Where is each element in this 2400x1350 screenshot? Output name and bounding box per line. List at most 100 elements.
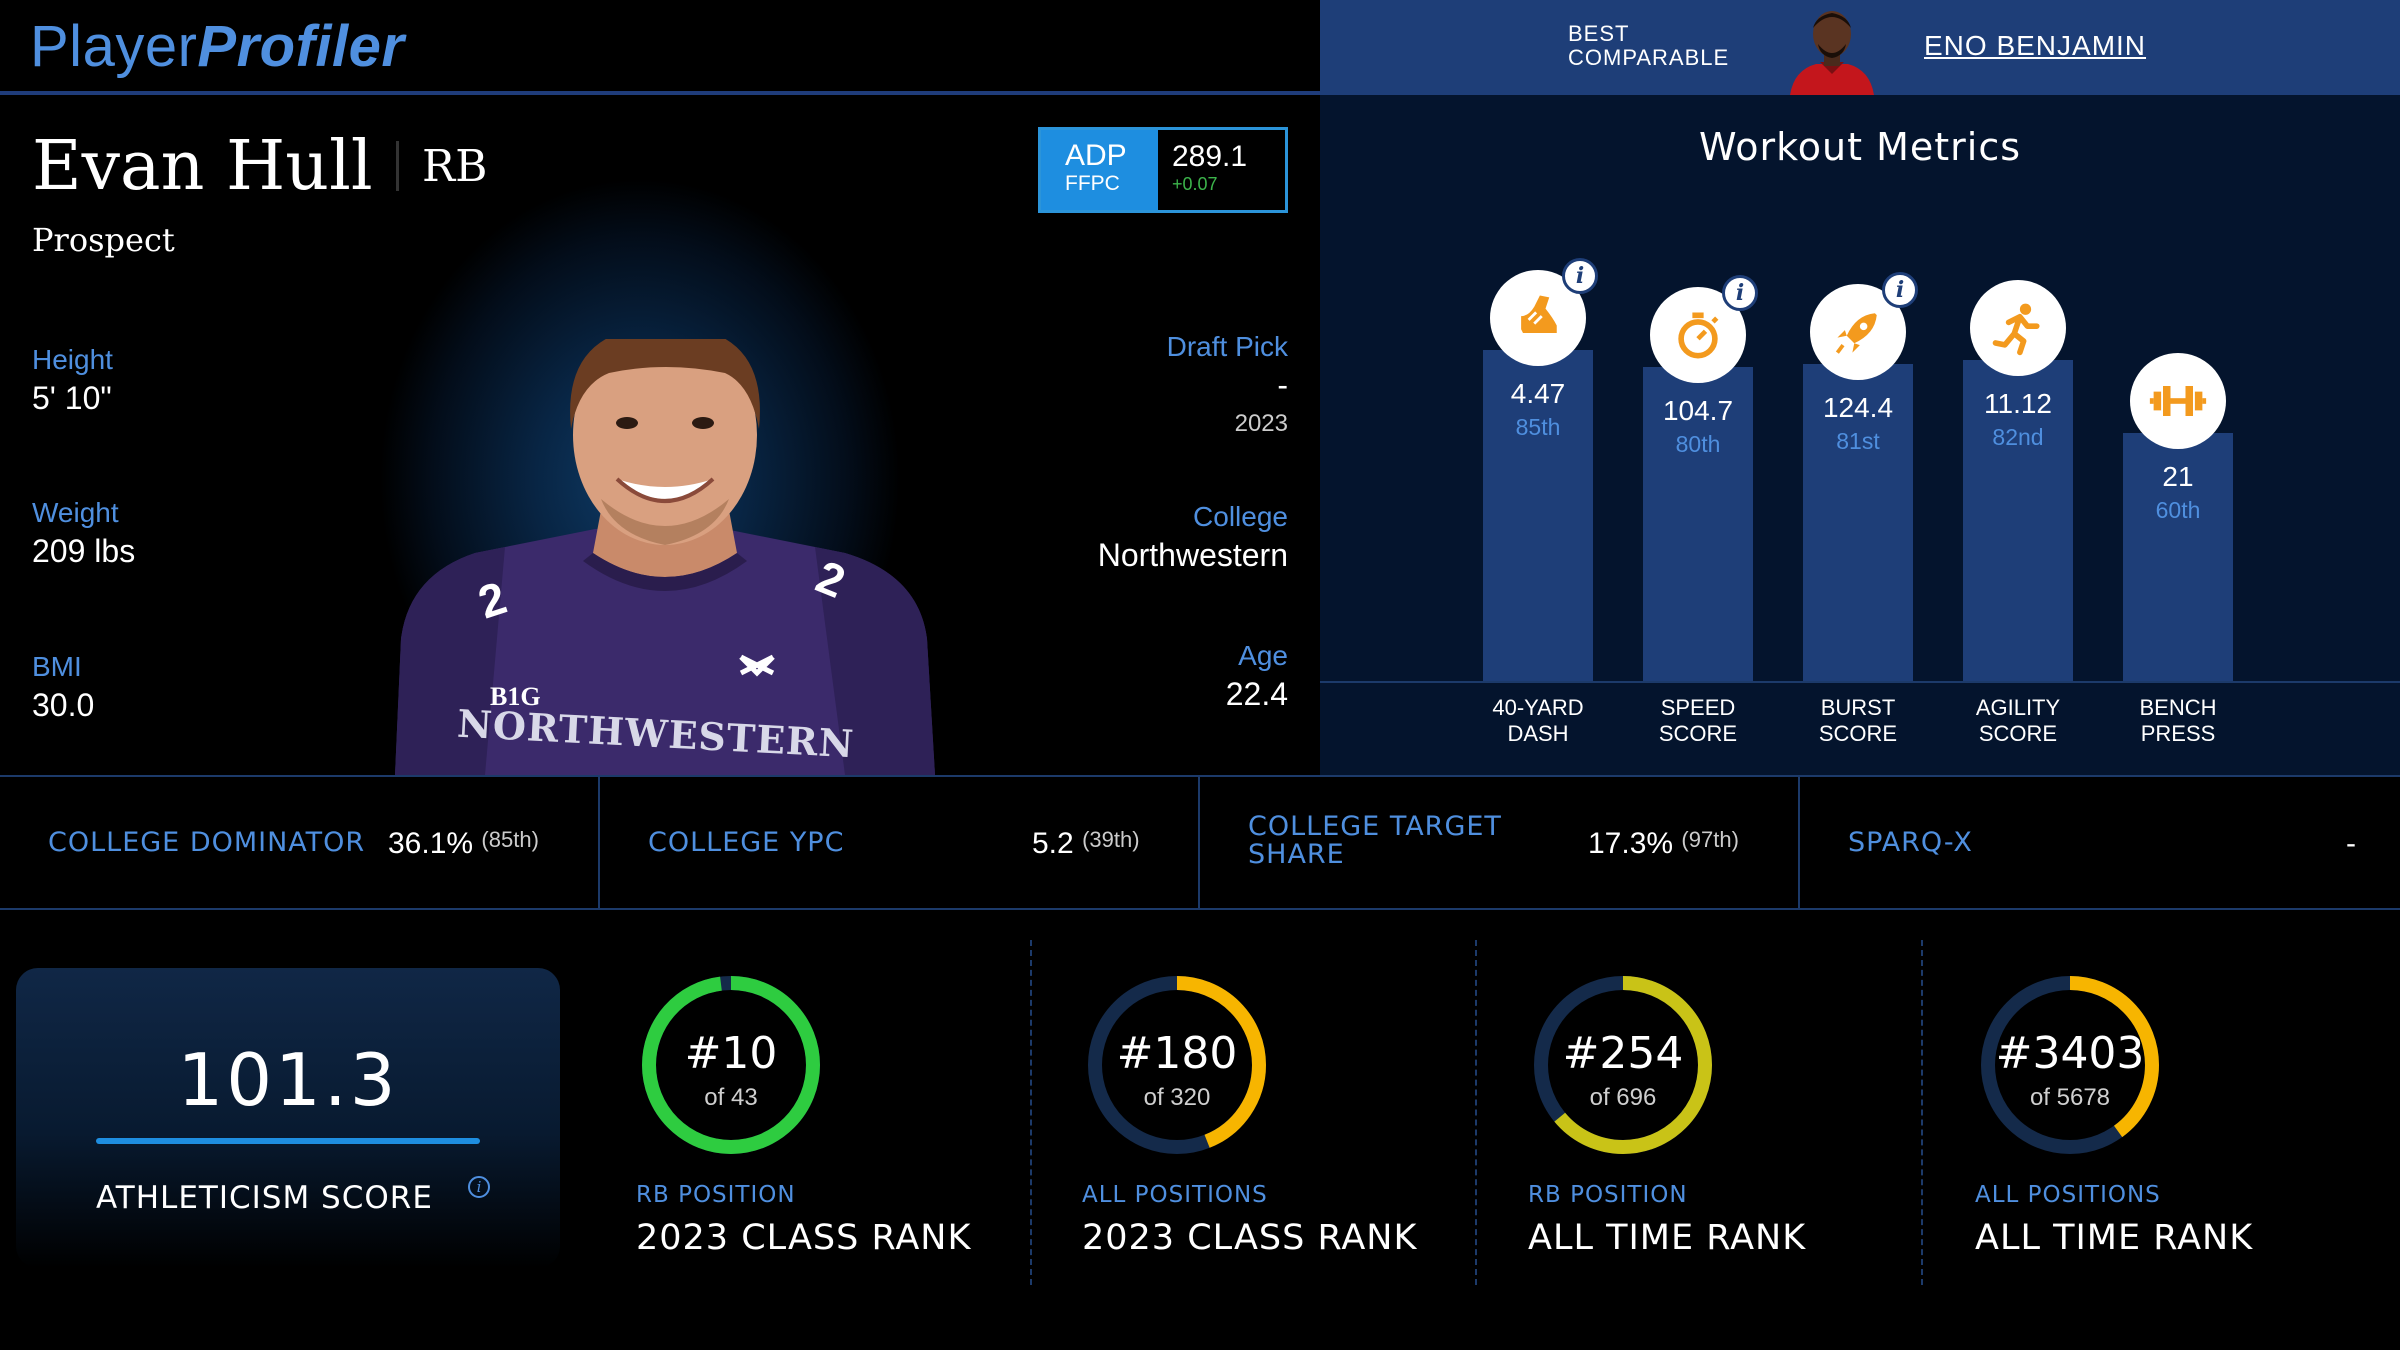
workout-label-line1: SPEED [1660,695,1736,720]
runner-icon [1970,280,2066,376]
best-comparable-bar: BEST COMPARABLE ENO BENJAMIN [1320,0,2400,95]
logo-part-profiler: Profiler [197,14,405,79]
college-target-share-pct: (97th) [1681,827,1739,852]
college-dominator-number: 36.1% [388,827,474,860]
college-target-share-value: 17.3% (97th) [1588,827,1739,861]
height-label: Height [32,344,113,375]
adp-badge[interactable]: ADP FFPC 289.1 +0.07 [1038,127,1288,213]
workout-label-line1: AGILITY [1975,695,2061,720]
header-bar: PlayerProfiler [0,0,1320,95]
workout-metrics-title: Workout Metrics [1698,125,2022,169]
workout-label-line2: PRESS [2140,721,2216,746]
workout-percentile: 60th [2155,497,2201,523]
workout-percentile: 80th [1675,431,1721,457]
bar-baseline [1320,681,2400,683]
rank-total: of 43 [704,1084,758,1111]
best-comparable-label: BEST COMPARABLE [1568,22,1729,70]
college-ypc-value: 5.2 (39th) [1032,827,1140,861]
workout-percentile: 82nd [1992,424,2044,450]
info-icon[interactable]: i [1882,272,1918,308]
sparq-x-label: SPARQ-X [1848,827,1973,858]
draft-year: 2023 [1234,410,1288,437]
workout-bar: 104.7 80th [1643,367,1753,681]
rank-ring [1088,976,1266,1154]
college-stat: College Northwestern [1098,501,1288,574]
rank-scope: ALL POSITIONS [1975,1182,2161,1208]
rank-number: #254 [1562,1028,1684,1079]
rank-total: of 5678 [2029,1084,2111,1111]
bmi-value: 30.0 [32,687,95,723]
rank-card: #10 of 43 RB POSITION 2023 CLASS RANK [636,970,1036,1270]
workout-label-line2: SCORE [1978,721,2058,746]
rank-card: #254 of 696 RB POSITION ALL TIME RANK [1528,970,1928,1270]
bmi-label: BMI [32,651,82,682]
college-ypc-pct: (39th) [1082,827,1140,852]
athleticism-info-icon[interactable]: i [468,1176,490,1198]
college-dominator-stat: COLLEGE DOMINATOR 36.1% (85th) [0,777,600,908]
adp-label: ADP [1065,139,1127,172]
adp-value: 289.1 [1172,140,1248,173]
player-name: Evan Hull [32,127,373,206]
rank-divider-2 [1475,940,1477,1285]
college-dominator-label: COLLEGE DOMINATOR [48,827,366,858]
rank-title: 2023 CLASS RANK [636,1218,972,1258]
workout-label-line1: BURST [1820,695,1896,720]
weight-label: Weight [32,497,119,528]
rank-card: #3403 of 5678 ALL POSITIONS ALL TIME RANK [1975,970,2375,1270]
athleticism-score-value: 101.3 [177,1038,399,1122]
college-stats-row: COLLEGE DOMINATOR 36.1% (85th) COLLEGE Y… [0,775,2400,910]
workout-label: BURST SCORE [1778,695,1938,747]
rank-ring [1534,976,1712,1154]
workout-label-line1: BENCH [2139,695,2217,720]
athleticism-score-label: ATHLETICISM SCORE [96,1180,433,1216]
college-value: Northwestern [1097,537,1288,573]
age-stat: Age 22.4 [1226,640,1288,713]
adp-value-box: 289.1 +0.07 [1158,130,1285,210]
athleticism-score-card: 101.3 ATHLETICISM SCORE i [16,968,560,1268]
college-dominator-pct: (85th) [481,827,539,852]
age-label: Age [1238,640,1288,671]
best-comparable-label-line2: COMPARABLE [1568,45,1730,70]
college-ypc-stat: COLLEGE YPC 5.2 (39th) [600,777,1200,908]
info-icon[interactable]: i [1562,258,1598,294]
rank-number: #3403 [1995,1028,2145,1079]
playerprofiler-logo[interactable]: PlayerProfiler [30,14,404,80]
info-icon[interactable]: i [1722,275,1758,311]
college-dominator-value: 36.1% (85th) [388,827,539,861]
rank-divider-1 [1030,940,1032,1285]
rank-ring [642,976,820,1154]
sparq-x-value: - [2346,827,2356,860]
college-target-share-stat: COLLEGE TARGET SHARE 17.3% (97th) [1200,777,1800,908]
player-photo: 2 2 B1G NORTHWESTERN [395,339,935,875]
college-ypc-label: COLLEGE YPC [648,827,845,858]
workout-label: AGILITY SCORE [1938,695,2098,747]
college-target-share-label-line2: SHARE [1248,839,1345,870]
age-value: 22.4 [1225,676,1288,712]
adp-label-box: ADP FFPC [1041,130,1158,210]
rank-number: #180 [1116,1028,1238,1079]
workout-label-line2: DASH [1507,721,1569,746]
workout-bar: 11.12 82nd [1963,360,2073,681]
comparable-player-photo [1786,6,1878,95]
college-ypc-number: 5.2 [1032,827,1074,860]
workout-label-line2: SCORE [1658,721,1738,746]
college-target-share-number: 17.3% [1588,827,1674,860]
workout-value: 4.47 [1510,378,1566,409]
comparable-player-link[interactable]: ENO BENJAMIN [1924,30,2147,61]
sparq-x-stat: SPARQ-X - [1800,777,2400,908]
workout-bar: 124.4 81st [1803,364,1913,681]
bmi-stat: BMI 30.0 [32,651,94,724]
draft-pick-label: Draft Pick [1166,331,1288,362]
rank-scope: ALL POSITIONS [1082,1182,1268,1208]
workout-value: 124.4 [1822,392,1894,423]
workout-value: 104.7 [1662,395,1734,426]
rocket-icon [1810,284,1906,380]
dumbbell-icon [2130,353,2226,449]
jersey-badge: B1G [490,682,541,711]
athleticism-underline [96,1138,480,1144]
workout-label: BENCH PRESS [2098,695,2258,747]
draft-pick-stat: Draft Pick - 2023 [1167,331,1288,438]
weight-stat: Weight 209 lbs [32,497,135,570]
rank-number: #10 [684,1028,778,1079]
rank-title: ALL TIME RANK [1975,1218,2254,1258]
